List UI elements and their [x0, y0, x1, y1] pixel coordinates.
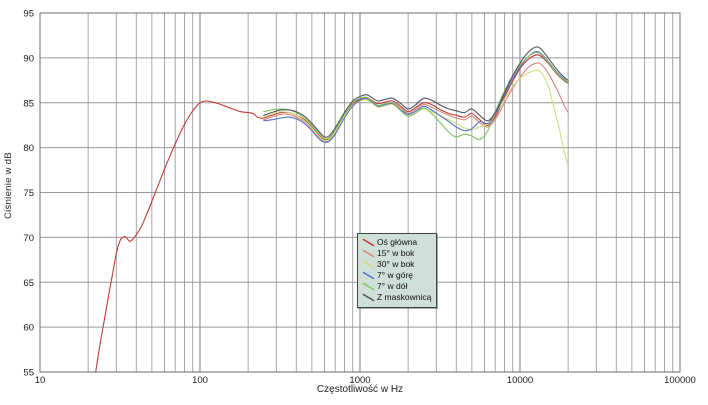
legend-item-label: 7° w dół: [377, 281, 408, 291]
series-line-15-w-bok: [263, 62, 569, 143]
series-line-30-w-bok: [263, 69, 569, 167]
grid-layer: [39, 12, 681, 373]
legend-line-icon: [362, 238, 375, 247]
legend-item: 30° w bok: [362, 259, 433, 270]
plot-frame: [39, 12, 681, 373]
y-tick-label: 55: [23, 368, 34, 379]
chart-legend: Oś główna 15° w bok 30° w bok 7° w górę 7° w…: [357, 233, 437, 308]
y-tick-label: 95: [23, 9, 34, 20]
x-tick-label: 100000: [664, 375, 696, 386]
legend-line-icon: [362, 282, 375, 291]
legend-line-icon: [362, 260, 375, 269]
x-tick-label: 100: [192, 375, 208, 386]
series-line-7-w-d-: [263, 51, 569, 141]
series-line-o-g-wna: [95, 54, 569, 373]
legend-item: Oś główna: [362, 237, 433, 248]
legend-item: 15° w bok: [362, 248, 433, 259]
tick-labels: 55 60 65 70 75 80 85 90 95 10 100 1000 10000 100000: [23, 9, 695, 387]
legend-item: 7° w górę: [362, 270, 433, 281]
legend-line-icon: [362, 249, 375, 258]
y-tick-label: 70: [23, 233, 34, 244]
series-line-7-w-g-r-: [263, 50, 569, 143]
y-tick-label: 60: [23, 323, 34, 334]
series-layer: [95, 46, 569, 373]
legend-line-icon: [362, 271, 375, 280]
x-tick-label: 1000: [349, 375, 370, 386]
x-tick-label: 10: [35, 375, 46, 386]
y-tick-label: 75: [23, 188, 34, 199]
series-line-z-maskownic-: [263, 46, 569, 138]
legend-item-label: 15° w bok: [377, 248, 415, 258]
legend-item: Z maskownicą: [362, 292, 433, 303]
y-tick-label: 65: [23, 278, 34, 289]
legend-item-label: Z maskownicą: [377, 292, 432, 302]
x-axis-title: Częstotliwość w Hz: [316, 384, 404, 395]
legend-item-label: Oś główna: [377, 237, 418, 247]
x-tick-label: 10000: [507, 375, 533, 386]
legend-item-label: 7° w górę: [377, 270, 414, 280]
y-tick-label: 85: [23, 98, 34, 109]
legend-item: 7° w dół: [362, 281, 433, 292]
y-tick-label: 90: [23, 53, 34, 64]
y-axis-title: Ciśnienie w dB: [3, 152, 14, 220]
legend-line-icon: [362, 293, 375, 302]
legend-item-label: 30° w bok: [377, 259, 415, 269]
y-tick-label: 80: [23, 143, 34, 154]
